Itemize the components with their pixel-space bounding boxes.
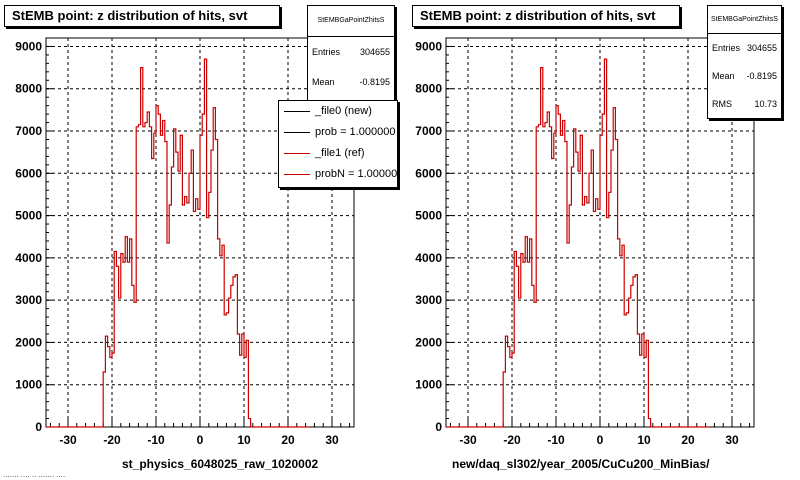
y-tick-label: 6000 [415,166,442,180]
stats-row: Mean -0.8195 [708,62,781,90]
legend-swatch [284,132,310,133]
y-tick-label: 4000 [15,251,42,265]
right-plot: 0 1000 2000 3000 4000 5000 6000 7000 8000 9000 -30… [415,37,755,447]
stats-box: StEMBGaPointZhitsS Entries 304655 Mean -0.… [707,5,782,119]
stats-row: Entries 304655 [708,34,781,62]
x-tick-label: 30 [325,433,339,447]
y-tick-label: 2000 [15,335,42,349]
y-tick-label: 0 [435,420,442,434]
y-tick-label: 2000 [415,335,442,349]
legend-item: _file0 (new) [279,101,397,122]
right-pad: 0 1000 2000 3000 4000 5000 6000 7000 8000 9000 -30… [400,0,800,480]
x-tick-label: 10 [237,433,251,447]
stats-name: StEMBGaPointZhitsS [708,6,781,34]
legend-label: _file0 (new) [315,105,372,117]
stats-label: Mean [312,77,335,87]
legend-label: _file1 (ref) [315,147,365,159]
x-tick-label: -20 [103,433,121,447]
x-tick-label: 10 [637,433,651,447]
legend-item: _file1 (ref) [279,143,397,164]
y-tick-label: 7000 [15,124,42,138]
x-tick-label: -10 [547,433,565,447]
x-tick-label: 0 [197,433,204,447]
x-tick-label: -30 [59,433,77,447]
legend-swatch [284,153,310,154]
y-tick-label: 3000 [15,293,42,307]
legend-swatch [284,174,310,175]
y-tick-label: 1000 [415,378,442,392]
y-tick-label: 6000 [15,166,42,180]
stats-label: Entries [312,47,341,57]
y-tick-label: 8000 [15,82,42,96]
stats-row: Entries 304655 [308,37,394,67]
stats-label: Mean [712,71,735,81]
legend-label: prob = 1.000000 [315,126,396,138]
legend-item: probN = 1.000000 [279,164,397,185]
legend-label: probN = 1.000000 [315,168,398,180]
y-tick-label: 5000 [415,209,442,223]
stats-value: 304655 [746,43,777,53]
stats-value: -0.8195 [746,71,777,81]
y-tick-label: 1000 [15,378,42,392]
x-tick-label: 20 [681,433,695,447]
y-tick-label: 3000 [415,293,442,307]
y-tick-label: 5000 [15,209,42,223]
stats-box: StEMBGaPointZhitsS Entries 304655 Mean -0.… [307,5,395,101]
y-tick-label: 8000 [415,82,442,96]
y-tick-label: 4000 [415,251,442,265]
plot-title: StEMB point: z distribution of hits, svt [4,5,280,27]
stats-label: Entries [712,43,741,53]
x-tick-label: -30 [459,433,477,447]
y-tick-label: 9000 [15,39,42,53]
left-pad: 0 1000 2000 3000 4000 5000 6000 7000 8000 9000 -30… [4,5,398,471]
stats-value: 10.73 [754,99,777,109]
plot-title: StEMB point: z distribution of hits, svt [412,5,680,27]
x-axis-title: st_physics_6048025_raw_1020002 [122,457,319,471]
x-tick-label: 30 [725,433,739,447]
stats-name: StEMBGaPointZhitsS [308,6,394,37]
x-tick-label: -20 [503,433,521,447]
legend-item: prob = 1.000000 [279,122,397,143]
legend-box: _file0 (new) prob = 1.000000 _file1 (ref… [278,100,398,188]
y-tick-label: 0 [35,420,42,434]
x-tick-label: 20 [281,433,295,447]
x-tick-label: -10 [147,433,165,447]
footer-text: ....... .... .. ....... .... [3,470,66,479]
stats-label: RMS [712,99,732,109]
stats-row: RMS 10.73 [708,90,781,118]
legend-swatch [284,111,310,112]
y-tick-label: 7000 [415,124,442,138]
stats-row: Mean -0.8195 [308,67,394,97]
histogram-series [446,58,710,428]
x-axis-title: new/daq_sl302/year_2005/CuCu200_MinBias/ [452,457,710,471]
stats-value: 304655 [359,47,390,57]
histogram-series [46,58,310,428]
stats-value: -0.8195 [359,77,390,87]
y-tick-label: 9000 [415,39,442,53]
x-tick-label: 0 [597,433,604,447]
